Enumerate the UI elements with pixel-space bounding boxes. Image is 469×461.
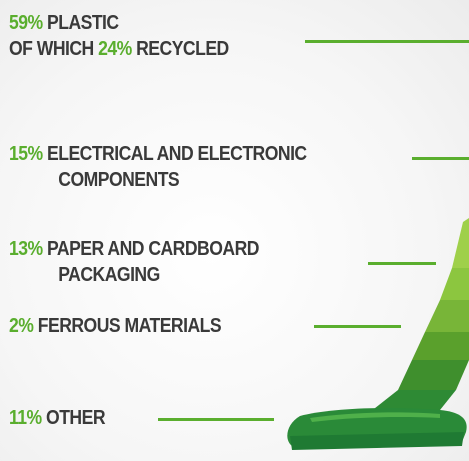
vacuum-tube-segment-1	[440, 268, 469, 300]
stat-plastic-percent: 59%	[9, 12, 43, 34]
stat-other-label: OTHER	[41, 407, 106, 429]
vacuum-tube-segment-2	[425, 300, 469, 332]
stat-paper-percent: 13%	[9, 238, 43, 260]
stat-ferrous-percent: 2%	[9, 315, 34, 337]
stat-electrical-label: ELECTRICAL AND ELECTRONIC	[42, 143, 307, 165]
stat-plastic-subline: OF WHICH 24% RECYCLED	[9, 36, 229, 62]
vacuum-floor-head-base	[290, 432, 464, 450]
stat-ferrous-label: FERROUS MATERIALS	[33, 315, 222, 337]
stat-other-percent: 11%	[9, 407, 42, 429]
stat-electrical: 15% ELECTRICAL AND ELECTRONIC COMPONENTS	[9, 141, 307, 193]
stat-other: 11% OTHER	[9, 405, 106, 431]
leader-line-plastic	[305, 40, 469, 43]
stat-paper-subline: PACKAGING	[58, 264, 160, 286]
vacuum-neck	[370, 390, 456, 412]
stat-electrical-percent: 15%	[9, 143, 43, 165]
stat-ferrous: 2% FERROUS MATERIALS	[9, 313, 222, 339]
stat-electrical-subline: COMPONENTS	[58, 169, 180, 191]
leader-line-electrical	[412, 157, 469, 160]
stat-plastic-sub-suffix: RECYCLED	[131, 38, 229, 60]
stat-plastic-label: PLASTIC	[42, 12, 119, 34]
vacuum-handle-upper	[452, 218, 469, 268]
leader-line-other	[158, 418, 274, 421]
stat-plastic-recycled-percent: 24%	[98, 38, 132, 60]
vacuum-tube-segment-4	[398, 360, 469, 390]
stat-plastic: 59% PLASTIC OF WHICH 24% RECYCLED	[9, 10, 229, 62]
vacuum-tube-segment-3	[412, 332, 469, 360]
stat-paper-label: PAPER AND CARDBOARD	[42, 238, 259, 260]
stat-plastic-sub-prefix: OF WHICH	[9, 38, 99, 60]
vacuum-floor-head-highlight	[310, 412, 440, 422]
leader-line-paper	[368, 262, 436, 265]
stat-paper: 13% PAPER AND CARDBOARD PACKAGING	[9, 236, 259, 288]
leader-line-ferrous	[314, 325, 401, 328]
